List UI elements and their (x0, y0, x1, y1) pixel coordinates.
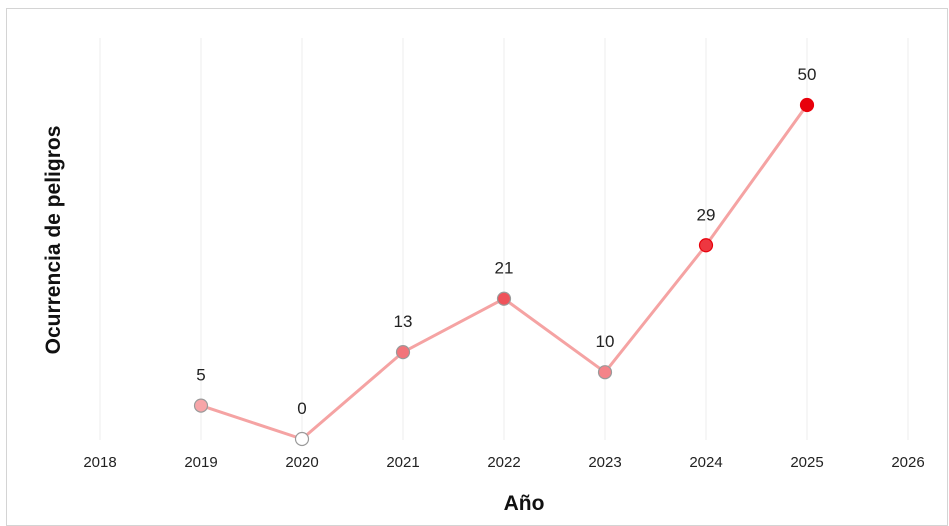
x-axis-ticks: 2018 2019 2020 2021 2022 2023 2024 2025 2026 (83, 454, 924, 471)
data-label: 29 (697, 205, 716, 224)
chart-frame (6, 8, 948, 526)
x-tick-label: 2022 (487, 454, 520, 471)
x-tick-label: 2018 (83, 454, 116, 471)
data-label: 21 (495, 259, 514, 278)
data-label: 0 (297, 399, 306, 418)
x-tick-label: 2025 (790, 454, 823, 471)
data-point[interactable] (395, 345, 411, 360)
grid-lines (99, 38, 909, 440)
x-tick-label: 2021 (386, 454, 419, 471)
data-label: 13 (394, 312, 413, 331)
data-point[interactable] (294, 431, 310, 447)
data-point[interactable] (698, 238, 714, 253)
x-axis-title: Año (504, 492, 545, 515)
x-tick-label: 2026 (891, 454, 924, 471)
y-axis-title: Ocurrencia de peligros (42, 126, 65, 355)
x-tick-label: 2024 (689, 454, 722, 471)
data-point[interactable] (597, 365, 613, 380)
x-tick-label: 2020 (285, 454, 318, 471)
data-label: 10 (596, 332, 615, 351)
x-tick-label: 2023 (588, 454, 621, 471)
data-label: 5 (196, 366, 205, 385)
data-point[interactable] (193, 398, 209, 413)
data-point[interactable] (496, 291, 512, 306)
data-points (193, 97, 815, 447)
data-point[interactable] (799, 97, 815, 113)
x-tick-label: 2019 (184, 454, 217, 471)
data-label: 50 (798, 65, 817, 84)
